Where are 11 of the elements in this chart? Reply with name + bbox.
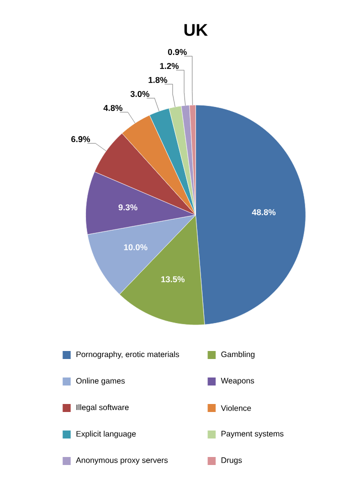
data-label: 0.9% [168,48,187,55]
data-label: 10.0% [124,244,148,250]
chart-title: UK [184,24,208,36]
data-label: 48.8% [252,209,276,216]
data-label: 1.8% [148,76,168,83]
data-label: 1.2% [160,62,179,69]
data-label: 13.5% [162,276,185,282]
data-label: 4.8% [104,104,123,111]
data-label: 6.9% [71,136,90,142]
data-label: 9.3% [118,204,138,210]
data-label: 3.0% [130,90,150,97]
